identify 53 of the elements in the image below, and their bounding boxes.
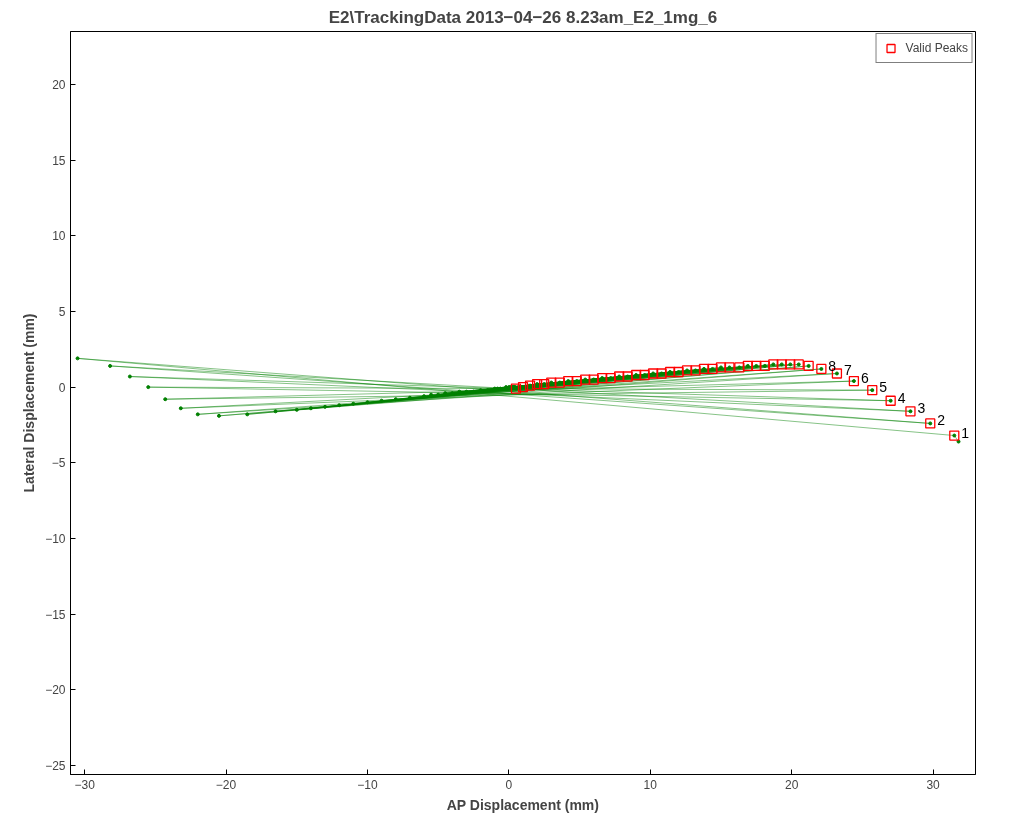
point xyxy=(517,381,529,393)
point xyxy=(539,378,550,390)
point xyxy=(531,378,543,390)
y-tick-label: 15 xyxy=(52,153,66,168)
point xyxy=(664,366,676,378)
point xyxy=(630,369,642,381)
point xyxy=(639,369,650,381)
y-tick-label: −5 xyxy=(51,456,66,471)
point xyxy=(647,368,659,379)
point xyxy=(681,365,693,376)
point xyxy=(803,360,814,372)
chart-title: E2\TrackingData 2013−04−26 8.23am_E2_1mg_6 xyxy=(328,7,718,27)
point xyxy=(715,362,727,373)
y-axis-title: Lateral Displacement (mm) xyxy=(21,313,38,493)
annotation: 4 xyxy=(897,389,906,406)
x-tick-label: −20 xyxy=(215,777,237,792)
annotation: 1 xyxy=(961,424,970,441)
x-tick-label: −10 xyxy=(357,777,378,792)
point xyxy=(751,360,762,372)
x-tick-label: 0 xyxy=(505,777,513,792)
y-tick-label: −20 xyxy=(45,683,66,698)
point xyxy=(597,372,608,384)
y-tick-label: −25 xyxy=(45,758,66,773)
point xyxy=(759,360,770,372)
y-tick-label: 20 xyxy=(52,77,66,92)
point xyxy=(816,363,827,375)
point xyxy=(510,383,522,394)
x-tick-label: 30 xyxy=(926,777,941,792)
annotation: 2 xyxy=(937,412,946,429)
annotation: 7 xyxy=(843,362,852,379)
point xyxy=(563,375,574,387)
annotation: 3 xyxy=(917,400,926,417)
x-tick-label: 20 xyxy=(785,777,799,792)
y-tick-label: 0 xyxy=(58,380,66,395)
point xyxy=(571,375,582,387)
y-tick-label: −15 xyxy=(45,607,66,622)
annotation: 5 xyxy=(879,379,888,396)
x-axis-title: AP Displacement (mm) xyxy=(446,796,599,813)
point xyxy=(605,372,616,384)
point xyxy=(673,366,684,378)
point xyxy=(742,360,753,372)
x-tick-label: −30 xyxy=(74,777,96,792)
y-tick-label: 10 xyxy=(52,229,66,244)
point xyxy=(867,384,878,396)
annotation: 8 xyxy=(828,357,837,374)
legend-label: Valid Peaks xyxy=(905,41,968,55)
point xyxy=(698,363,710,375)
point xyxy=(524,380,536,391)
x-tick-label: 10 xyxy=(643,777,658,792)
y-tick-label: 5 xyxy=(58,304,66,319)
y-tick-label: −10 xyxy=(45,531,66,546)
annotation: 6 xyxy=(860,370,869,387)
point xyxy=(848,375,860,387)
